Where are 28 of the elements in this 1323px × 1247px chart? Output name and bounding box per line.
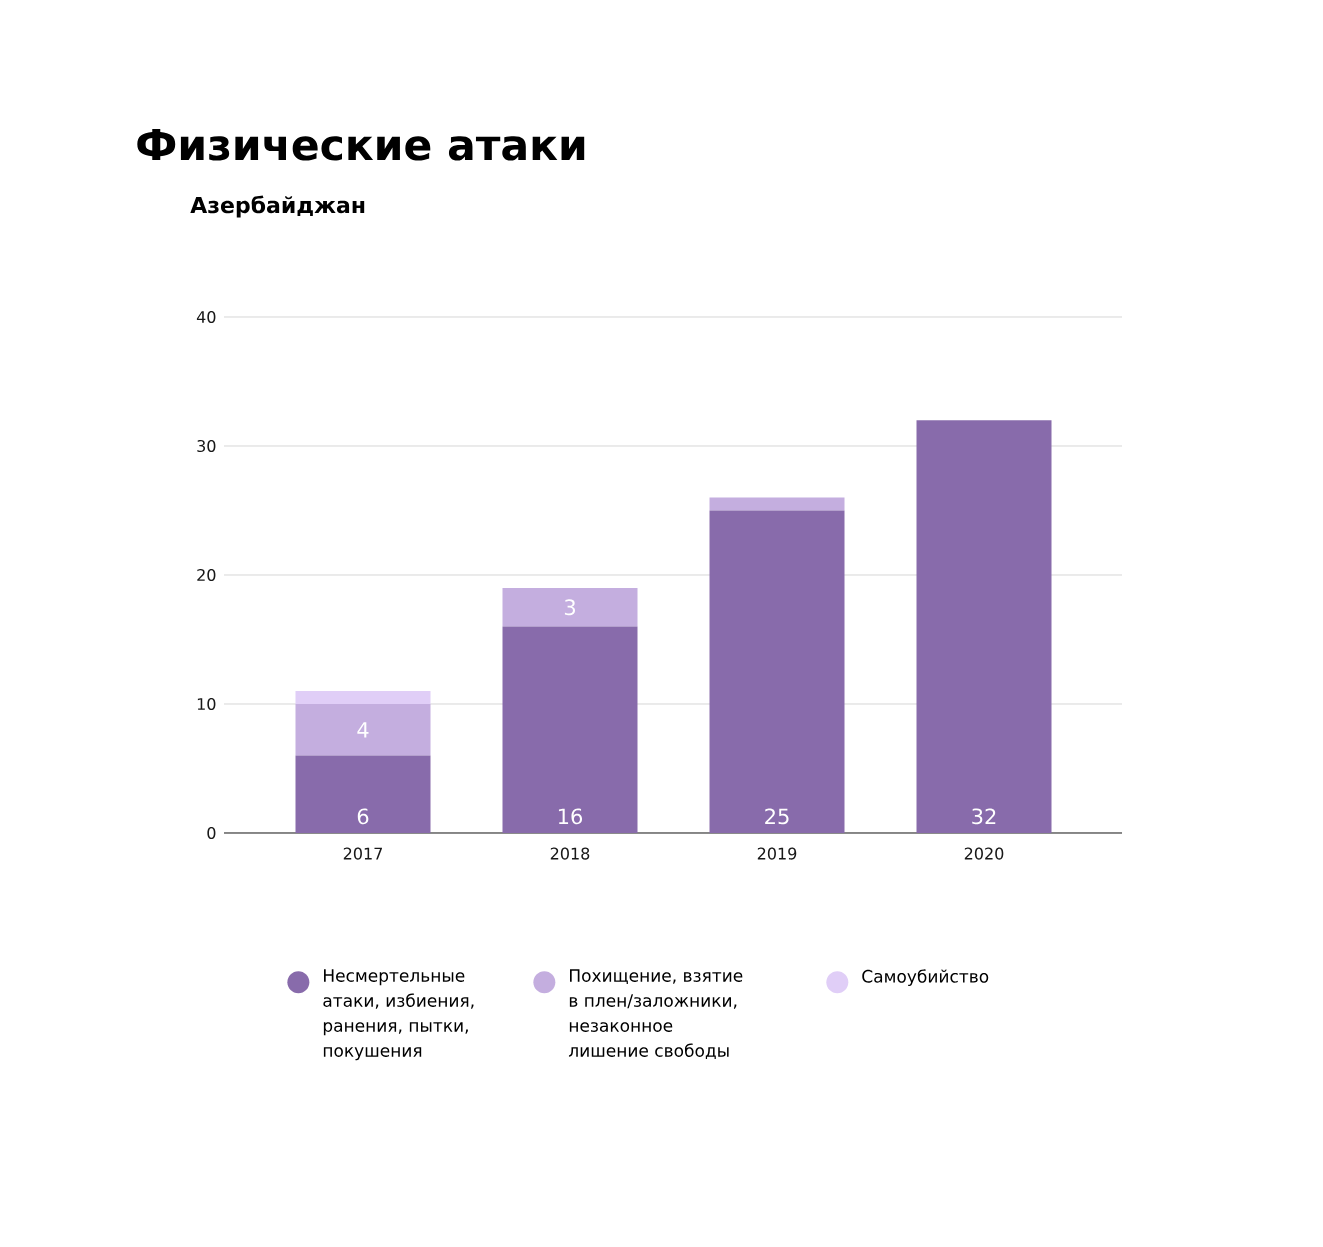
bar xyxy=(709,497,845,511)
x-tick-label: 2020 xyxy=(964,847,1004,860)
y-tick-label: 20 xyxy=(197,568,216,582)
bar xyxy=(295,755,431,833)
bar xyxy=(295,691,431,704)
chart-title: Физические атаки xyxy=(137,129,585,161)
bar xyxy=(916,420,1052,833)
y-tick-label: 30 xyxy=(197,439,216,453)
y-tick-label: 40 xyxy=(196,310,216,324)
data-label: 32 xyxy=(972,808,996,825)
chart-subtitle: Азербайджан xyxy=(190,195,365,218)
data-label: 4 xyxy=(357,722,369,738)
x-tick-label: 2017 xyxy=(343,847,382,860)
data-label: 3 xyxy=(564,599,575,616)
legend-label: Похищение, взятие в плен/заложники, незаконное лишение свободы xyxy=(568,969,743,1060)
x-tick-label: 2019 xyxy=(757,847,797,860)
data-label: 16 xyxy=(558,808,583,825)
y-tick-label: 0 xyxy=(207,826,216,840)
data-label: 25 xyxy=(765,808,789,825)
bar xyxy=(502,626,638,833)
legend-label: Самоубийство xyxy=(862,969,989,987)
legend-label: Несмертельные атаки, избиения, ранения, пытки, покушения xyxy=(323,969,474,1061)
data-label: 6 xyxy=(357,808,369,825)
bar xyxy=(502,587,638,627)
y-tick-label: 10 xyxy=(197,697,216,711)
bar xyxy=(295,704,431,756)
x-tick-label: 2018 xyxy=(550,847,590,860)
bar xyxy=(709,510,845,833)
